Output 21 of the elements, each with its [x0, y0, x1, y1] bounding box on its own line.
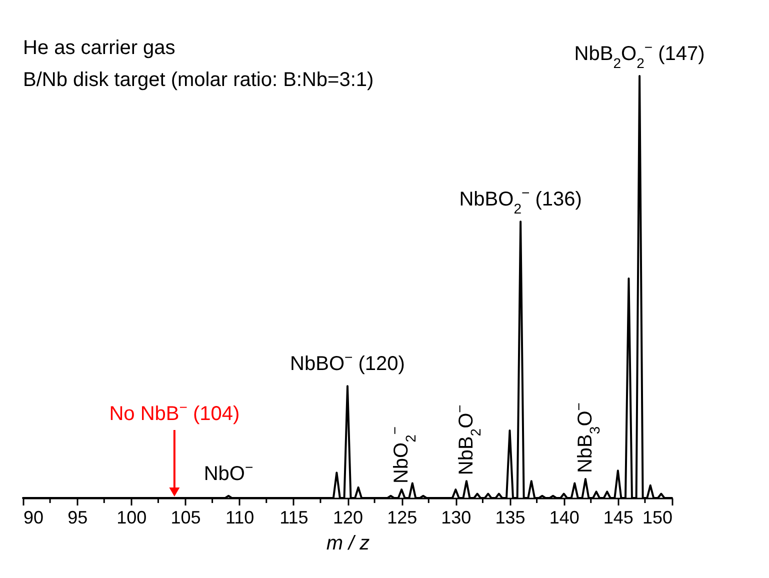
annotation: NbBO$^{−}$ (120): [290, 349, 405, 376]
x-tick-label: 130: [441, 508, 472, 528]
text: He as carrier gas: [23, 37, 176, 59]
x-tick-label: 150: [642, 508, 672, 528]
ref-line-label: No NbB$^{−}$ (104): [109, 399, 240, 425]
annotation: NbBO$_{2}$$^{−}$ (136): [459, 184, 582, 217]
x-tick-label: 95: [68, 508, 88, 528]
x-tick-label: 145: [603, 508, 634, 528]
x-tick-label: 105: [170, 508, 201, 528]
x-tick-label: 100: [116, 508, 147, 528]
x-tick-label: 90: [24, 508, 44, 528]
annotation: B/Nb disk target (molar ratio: B:Nb=3:1): [23, 69, 374, 91]
x-tick-label: 125: [387, 508, 418, 528]
annotation: NbB$_{2}$O$_{2}$$^{−}$ (147): [574, 39, 705, 71]
x-tick-label: 115: [280, 508, 308, 528]
x-axis-title: m / z: [326, 532, 370, 554]
annotation: NbO$^{−}$: [204, 458, 254, 485]
x-tick-label: 110: [225, 508, 254, 528]
x-tick-label: 120: [332, 508, 364, 528]
x-tick-label: 135: [495, 508, 526, 528]
x-tick-label: 140: [549, 508, 580, 528]
